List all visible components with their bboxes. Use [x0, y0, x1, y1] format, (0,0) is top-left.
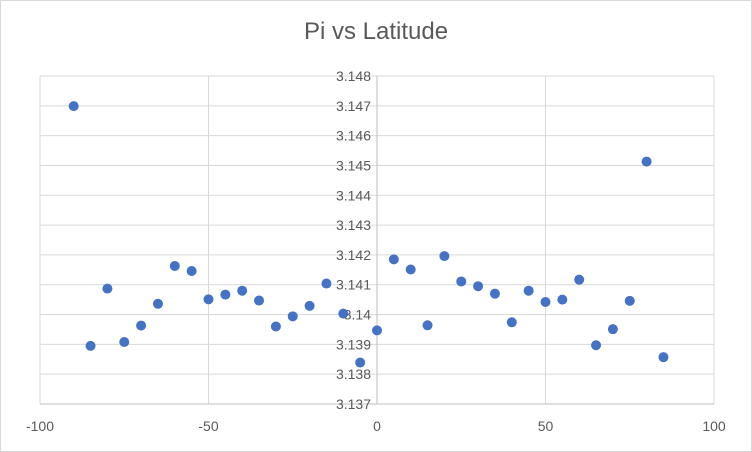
data-point: [557, 294, 568, 305]
data-point: [624, 295, 635, 306]
data-point: [102, 283, 113, 294]
data-point: [136, 320, 147, 331]
data-point: [220, 289, 231, 300]
y-tick-label: 3.137: [336, 396, 371, 412]
data-point: [85, 340, 96, 351]
x-tick-label: 50: [538, 418, 554, 434]
data-point: [473, 281, 484, 292]
data-point: [321, 278, 332, 289]
data-point: [186, 266, 197, 277]
data-point: [169, 260, 180, 271]
data-point: [304, 300, 315, 311]
x-tick-label: 0: [373, 418, 381, 434]
data-point: [591, 340, 602, 351]
x-tick-label: -100: [26, 418, 54, 434]
data-point: [152, 298, 163, 309]
data-point: [641, 156, 652, 167]
data-point: [338, 308, 349, 319]
y-tick-label: 3.143: [336, 217, 371, 233]
data-point: [372, 325, 382, 336]
y-tick-label: 3.142: [336, 247, 371, 263]
data-point: [658, 352, 669, 363]
data-point: [355, 357, 366, 368]
data-point: [523, 285, 534, 296]
y-tick-label: 3.138: [336, 366, 371, 382]
data-point: [422, 320, 433, 331]
data-point: [506, 317, 517, 328]
y-tick-label: 3.148: [336, 68, 371, 84]
data-point: [607, 324, 618, 335]
y-tick-label: 3.14: [344, 307, 371, 323]
data-point: [439, 251, 450, 262]
y-tick-label: 3.139: [336, 336, 371, 352]
y-tick-label: 3.145: [336, 157, 371, 173]
y-tick-label: 3.141: [336, 277, 371, 293]
data-point: [119, 336, 130, 347]
data-point: [540, 297, 551, 308]
data-point: [287, 311, 298, 322]
data-point: [237, 285, 248, 296]
y-tick-label: 3.146: [336, 128, 371, 144]
data-point: [456, 276, 467, 287]
x-tick-label: -50: [198, 418, 218, 434]
data-point: [388, 254, 399, 265]
data-point: [254, 295, 265, 306]
y-tick-label: 3.147: [336, 98, 371, 114]
y-tick-label: 3.144: [336, 187, 371, 203]
data-point: [405, 264, 416, 275]
data-point: [270, 321, 281, 332]
x-tick-label: 100: [702, 418, 726, 434]
data-point: [203, 294, 214, 305]
data-point: [574, 274, 585, 285]
data-point: [489, 288, 500, 299]
data-point: [68, 101, 79, 112]
chart-title: Pi vs Latitude: [303, 18, 449, 45]
